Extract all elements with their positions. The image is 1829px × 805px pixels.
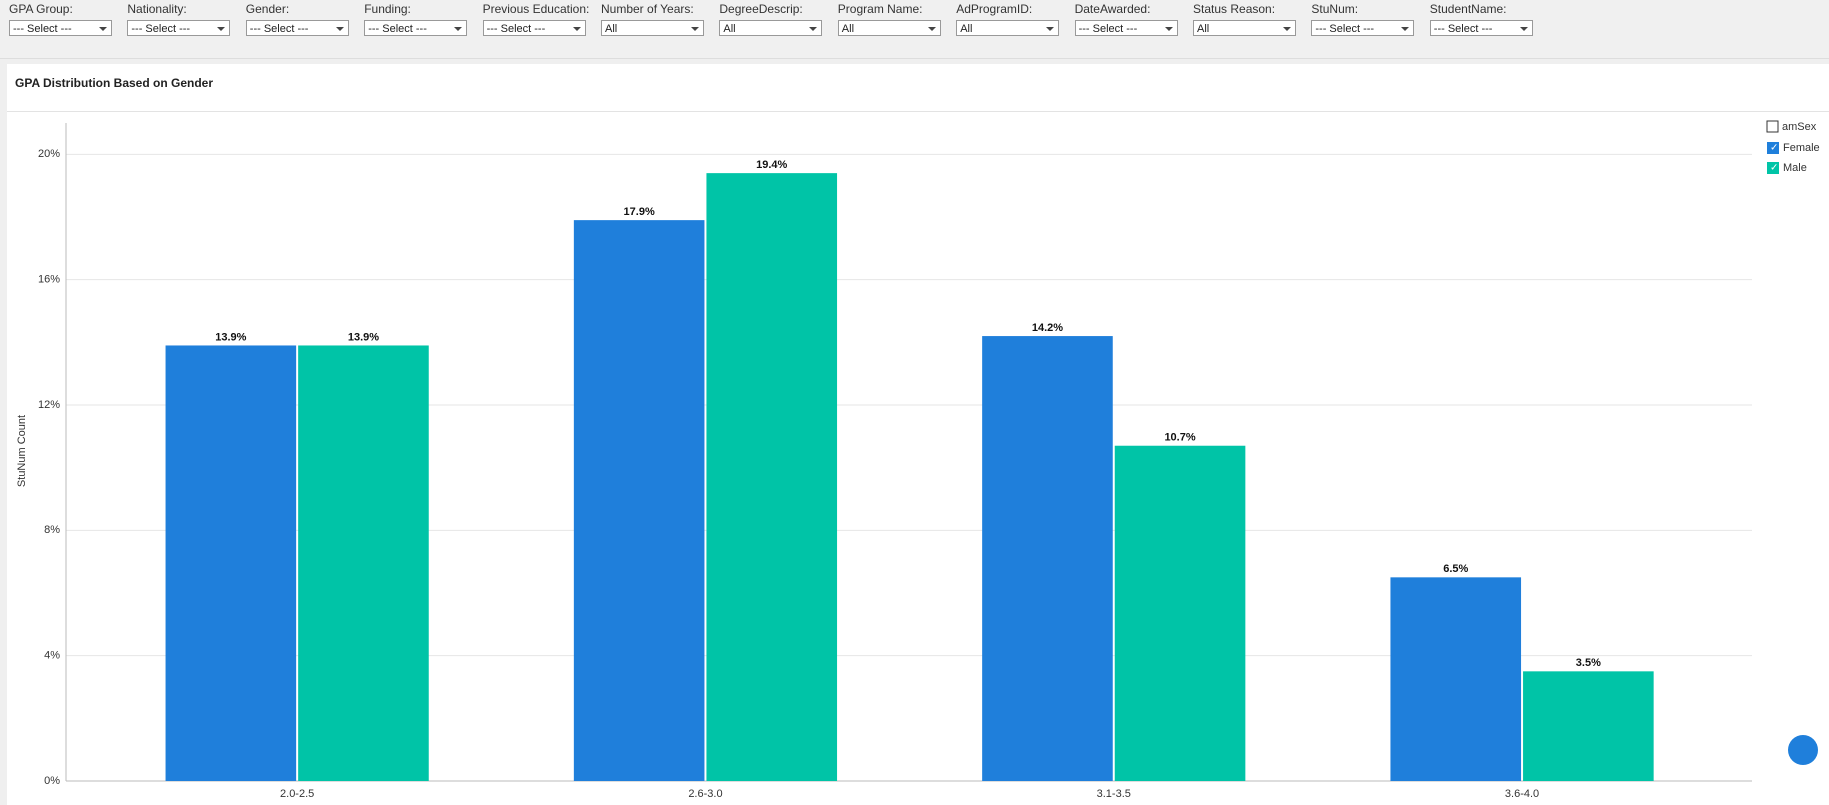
filter: DegreeDescrip: All: [719, 2, 829, 36]
x-tick-label: 2.6-3.0: [688, 788, 722, 800]
filter: Status Reason: All: [1193, 2, 1303, 36]
filter-select[interactable]: --- Select ---: [1311, 20, 1415, 36]
value-label: 10.7%: [1164, 432, 1195, 444]
filter-select[interactable]: --- Select ---: [364, 20, 468, 36]
filter: Gender: --- Select ---: [245, 2, 356, 36]
filter-select[interactable]: All: [601, 20, 704, 36]
filter-select[interactable]: --- Select ---: [1074, 20, 1178, 36]
bar: [1390, 577, 1522, 781]
filter-label: Program Name:: [837, 2, 923, 16]
legend-swatch: [1767, 142, 1779, 154]
filter: StuNum: --- Select ---: [1311, 2, 1421, 36]
x-tick-label: 2.0-2.5: [280, 788, 314, 800]
legend-check: ✓: [1770, 143, 1778, 154]
bar: [573, 220, 705, 782]
filter: Funding: --- Select ---: [364, 2, 474, 36]
filter-label: DateAwarded:: [1074, 2, 1151, 16]
filter-select[interactable]: --- Select ---: [245, 20, 349, 36]
filter-label: Number of Years:: [601, 2, 694, 16]
legend-checkbox: [1766, 120, 1779, 133]
value-label: 6.5%: [1443, 563, 1468, 575]
value-label: 14.2%: [1032, 322, 1063, 334]
legend-swatch: [1767, 162, 1779, 174]
filter-label: Nationality:: [127, 2, 187, 16]
y-tick-label: 4%: [44, 650, 60, 662]
divider: [7, 111, 1829, 112]
filter: StudentName: --- Select ---: [1429, 2, 1540, 36]
bar: [298, 345, 429, 781]
chart-title: GPA Distribution Based on Gender: [15, 76, 214, 90]
filter-select[interactable]: --- Select ---: [127, 20, 231, 36]
filter-label: StudentName:: [1429, 2, 1507, 16]
filter: DateAwarded: --- Select ---: [1074, 2, 1185, 36]
y-tick-label: 0%: [44, 775, 60, 787]
y-axis-label: StuNum Count: [16, 415, 28, 487]
filter-label: GPA Group:: [9, 2, 73, 16]
bar: [706, 173, 838, 782]
filter-select[interactable]: --- Select ---: [482, 20, 586, 36]
value-label: 3.5%: [1576, 657, 1601, 669]
bar: [165, 345, 297, 781]
legend-label: Female: [1783, 142, 1820, 154]
filter: GPA Group: --- Select ---: [9, 2, 119, 36]
filter-select[interactable]: All: [956, 20, 1060, 36]
bar: [982, 336, 1113, 781]
legend-check: ✓: [1770, 163, 1778, 174]
filter: Nationality: --- Select ---: [127, 2, 237, 36]
filter-label: Previous Education:: [482, 2, 590, 16]
filter-select[interactable]: All: [837, 20, 941, 36]
value-label: 13.9%: [348, 331, 379, 343]
bar: [1114, 445, 1246, 781]
chat-button[interactable]: [1788, 735, 1818, 765]
x-tick-label: 3.1-3.5: [1097, 788, 1131, 800]
filter-select[interactable]: All: [719, 20, 823, 36]
y-tick-label: 8%: [44, 524, 60, 536]
filter-label: Status Reason:: [1193, 2, 1276, 16]
filter-label: Gender:: [245, 2, 290, 16]
bar: [1523, 671, 1654, 781]
y-tick-label: 20%: [38, 148, 60, 160]
filter: Previous Education: --- Select ---: [482, 2, 593, 36]
value-label: 17.9%: [624, 206, 655, 218]
legend-label: Male: [1783, 162, 1807, 174]
filter-bar: GPA Group: --- Select --- Nationality: --- …: [0, 0, 1829, 59]
y-tick-label: 12%: [38, 399, 60, 411]
filter: Program Name: All: [837, 2, 948, 36]
filter-label: Funding:: [364, 2, 411, 16]
value-label: 13.9%: [215, 331, 246, 343]
y-tick-label: 16%: [38, 274, 60, 286]
filter-select[interactable]: --- Select ---: [1429, 20, 1533, 36]
filter-select[interactable]: --- Select ---: [9, 20, 112, 36]
legend-title: amSex: [1782, 121, 1817, 133]
filter-label: DegreeDescrip:: [719, 2, 803, 16]
filter-select[interactable]: All: [1193, 20, 1296, 36]
filter: AdProgramID: All: [956, 2, 1066, 36]
filter: Number of Years: All: [601, 2, 711, 36]
value-label: 19.4%: [756, 159, 787, 171]
filter-label: AdProgramID:: [956, 2, 1033, 16]
filter-label: StuNum:: [1311, 2, 1359, 16]
x-tick-label: 3.6-4.0: [1505, 788, 1539, 800]
